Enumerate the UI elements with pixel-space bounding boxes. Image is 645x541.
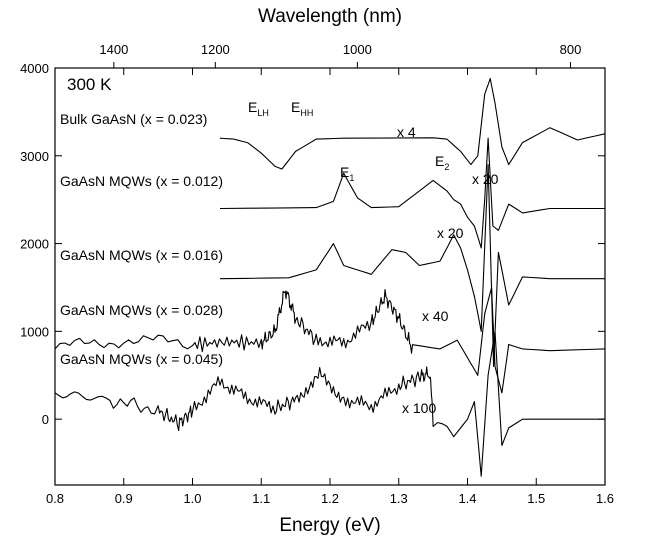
x-tick-label: 1.5	[527, 491, 545, 506]
x-tick-label: 1.0	[183, 491, 201, 506]
axis-ticks: 0.8 0.9 1.0 1.1 1.2 1.3 1.4 1.5 1.6 0 1000 2000 3000…	[20, 42, 614, 506]
top-axis-title: Wavelength (nm)	[258, 6, 402, 27]
series-label-028: GaAsN MQWs (x = 0.028)	[60, 302, 223, 318]
y-tick-label: 4000	[20, 61, 49, 76]
y-tick-label: 1000	[20, 324, 49, 339]
scale-label-bulk: x 4	[397, 124, 416, 140]
x-axis-title: Energy (eV)	[279, 515, 380, 536]
top-tick-label: 1400	[99, 42, 128, 57]
temperature-label: 300 K	[67, 75, 112, 94]
series-label-016: GaAsN MQWs (x = 0.016)	[60, 247, 223, 263]
top-tick-label: 1200	[201, 42, 230, 57]
x-tick-label: 0.9	[115, 491, 133, 506]
x-tick-label: 1.1	[252, 491, 270, 506]
scale-label-016: x 20	[437, 225, 464, 241]
scale-label-012: x 20	[472, 171, 499, 187]
y-tick-label: 3000	[20, 149, 49, 164]
series-label-012: GaAsN MQWs (x = 0.012)	[60, 173, 223, 189]
top-tick-label: 800	[560, 42, 582, 57]
x-tick-label: 1.6	[596, 491, 614, 506]
y-tick-label: 2000	[20, 237, 49, 252]
x-tick-label: 1.4	[458, 491, 476, 506]
top-tick-label: 1000	[343, 42, 372, 57]
series-line-3	[54, 286, 606, 394]
curves	[54, 77, 606, 477]
x-tick-label: 0.8	[46, 491, 64, 506]
series-label-bulk: Bulk GaAsN (x = 0.023)	[60, 111, 207, 127]
peak-label-e2: E2	[435, 153, 449, 172]
series-line-4	[54, 330, 605, 477]
x-tick-label: 1.2	[321, 491, 339, 506]
series-line-1	[219, 137, 605, 249]
scale-label-045: x 100	[402, 400, 436, 416]
series-label-045: GaAsN MQWs (x = 0.045)	[60, 351, 223, 367]
scale-label-028: x 40	[422, 308, 449, 324]
x-tick-label: 1.3	[390, 491, 408, 506]
series-line-2	[219, 164, 605, 368]
peak-label-e1: E1	[340, 164, 354, 183]
series-line-0	[219, 77, 606, 170]
y-tick-label: 0	[42, 412, 49, 427]
peak-label-ehh: EHH	[291, 99, 313, 118]
peak-label-elh: ELH	[248, 99, 269, 118]
